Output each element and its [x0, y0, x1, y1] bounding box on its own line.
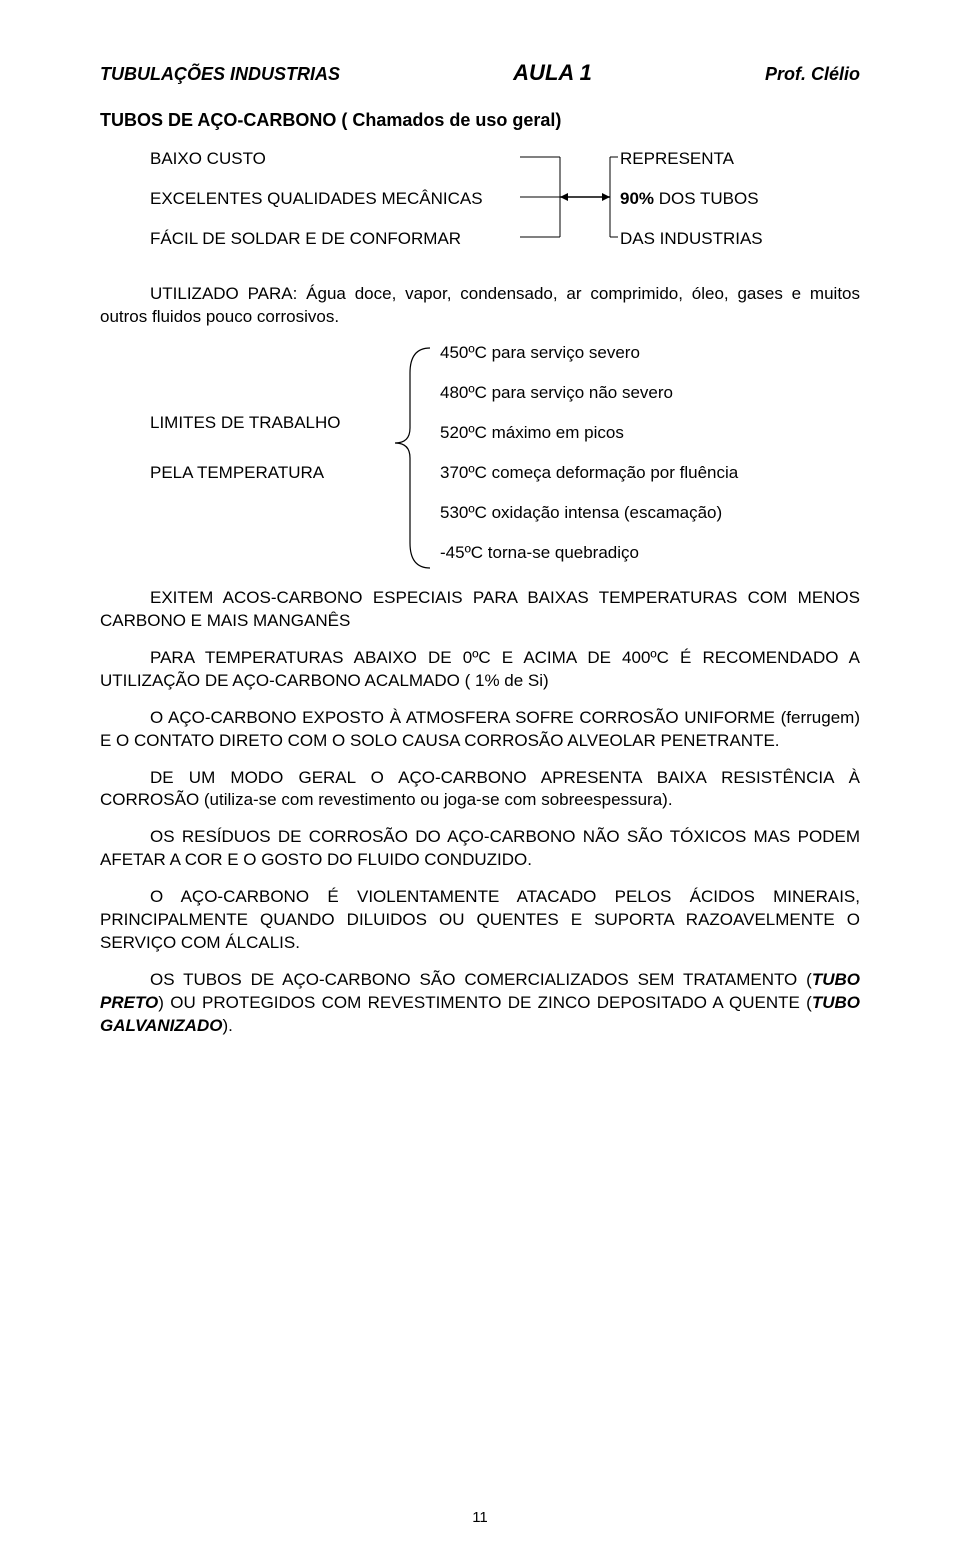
page-header: TUBULAÇÕES INDUSTRIAS AULA 1 Prof. Cléli…	[100, 60, 860, 86]
para-5: OS RESÍDUOS DE CORROSÃO DO AÇO-CARBONO N…	[100, 826, 860, 872]
temp-right-5: -45ºC torna-se quebradiço	[440, 543, 639, 563]
properties-diagram: BAIXO CUSTO EXCELENTES QUALIDADES MECÂNI…	[150, 149, 860, 269]
page-number: 11	[0, 1509, 960, 1526]
diagram-right-row0: REPRESENTA	[620, 149, 734, 169]
temp-left-2: PELA TEMPERATURA	[150, 463, 324, 483]
diagram-left-row0: BAIXO CUSTO	[150, 149, 266, 169]
temperature-limits-block: LIMITES DE TRABALHO PELA TEMPERATURA 450…	[100, 343, 860, 573]
diagram-left-row1: EXCELENTES QUALIDADES MECÂNICAS	[150, 189, 483, 209]
temp-brace	[100, 343, 800, 573]
header-center: AULA 1	[513, 60, 592, 86]
temp-right-0: 450ºC para serviço severo	[440, 343, 640, 363]
diagram-left-row2: FÁCIL DE SOLDAR E DE CONFORMAR	[150, 229, 461, 249]
temp-left-1: LIMITES DE TRABALHO	[150, 413, 341, 433]
para-1: EXITEM ACOS-CARBONO ESPECIAIS PARA BAIXA…	[100, 587, 860, 633]
temp-right-4: 530ºC oxidação intensa (escamação)	[440, 503, 722, 523]
diagram-right-row2: DAS INDUSTRIAS	[620, 229, 763, 249]
header-right: Prof. Clélio	[765, 64, 860, 85]
temp-right-3: 370ºC começa deformação por fluência	[440, 463, 738, 483]
diagram-right-row1: 90% DOS TUBOS	[620, 189, 759, 209]
header-left: TUBULAÇÕES INDUSTRIAS	[100, 64, 340, 85]
para-2: PARA TEMPERATURAS ABAIXO DE 0ºC E ACIMA …	[100, 647, 860, 693]
temp-right-2: 520ºC máximo em picos	[440, 423, 624, 443]
page: TUBULAÇÕES INDUSTRIAS AULA 1 Prof. Cléli…	[0, 0, 960, 1556]
para-7-pre: OS TUBOS DE AÇO-CARBONO SÃO COMERCIALIZA…	[150, 970, 812, 989]
para-6: O AÇO-CARBONO É VIOLENTAMENTE ATACADO PE…	[100, 886, 860, 955]
para-7-post: ).	[222, 1016, 232, 1035]
para-7-mid: ) OU PROTEGIDOS COM REVESTIMENTO DE ZINC…	[158, 993, 812, 1012]
diagram-right-row1-suffix: DOS TUBOS	[654, 189, 759, 208]
section-title: TUBOS DE AÇO-CARBONO ( Chamados de uso g…	[100, 110, 860, 131]
para-utilizado: UTILIZADO PARA: Água doce, vapor, conden…	[100, 283, 860, 329]
temp-right-1: 480ºC para serviço não severo	[440, 383, 673, 403]
para-7: OS TUBOS DE AÇO-CARBONO SÃO COMERCIALIZA…	[100, 969, 860, 1038]
para-4: DE UM MODO GERAL O AÇO-CARBONO APRESENTA…	[100, 767, 860, 813]
diagram-right-90: 90%	[620, 189, 654, 208]
para-3: O AÇO-CARBONO EXPOSTO À ATMOSFERA SOFRE …	[100, 707, 860, 753]
